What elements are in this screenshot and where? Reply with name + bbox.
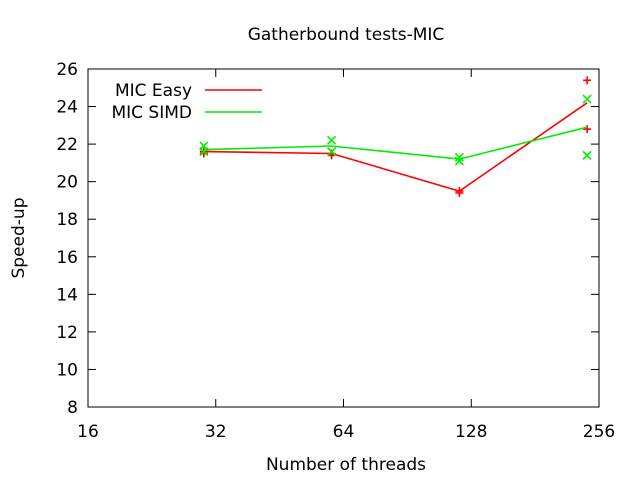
data-point-mic-simd [582,94,592,104]
y-tick-label: 18 [56,210,78,230]
series-layer [199,76,592,197]
chart-title: Gatherbound tests-MIC [248,25,445,45]
y-axis-label: Speed-up [9,198,29,279]
y-tick-label: 22 [56,135,78,155]
series-line-mic-simd [203,126,588,160]
y-tick-label: 16 [56,248,78,268]
y-tick-label: 14 [56,285,78,305]
data-point-mic-simd [327,147,337,157]
x-tick-label: 32 [205,422,227,442]
x-tick-label: 128 [455,422,487,442]
x-tick-label: 256 [583,422,615,442]
x-tick-label: 64 [333,422,355,442]
data-point-mic-simd [582,150,592,160]
y-tick-label: 24 [56,98,78,118]
data-point-mic-simd [454,152,464,162]
axes: 16 32 64 128 256 8 10 12 14 16 18 20 22 24 26 [56,60,615,442]
y-tick-label: 8 [67,398,78,418]
legend-label-mic-simd: MIC SIMD [111,103,192,123]
legend-label-mic-easy: MIC Easy [115,81,192,101]
data-point-mic-simd [199,141,209,151]
data-point-mic-easy [583,125,592,134]
x-axis-label: Number of threads [266,455,426,475]
x-tick-label: 16 [77,422,99,442]
y-tick-label: 20 [56,173,78,193]
legend: MIC Easy MIC SIMD [111,81,262,123]
data-point-mic-easy [455,187,464,196]
y-tick-label: 10 [56,360,78,380]
series-line-mic-easy [203,102,588,192]
data-point-mic-simd [327,135,337,145]
y-tick-label: 12 [56,323,78,343]
data-point-mic-easy [583,76,592,85]
data-point-mic-simd [454,156,464,166]
y-tick-label: 26 [56,60,78,80]
